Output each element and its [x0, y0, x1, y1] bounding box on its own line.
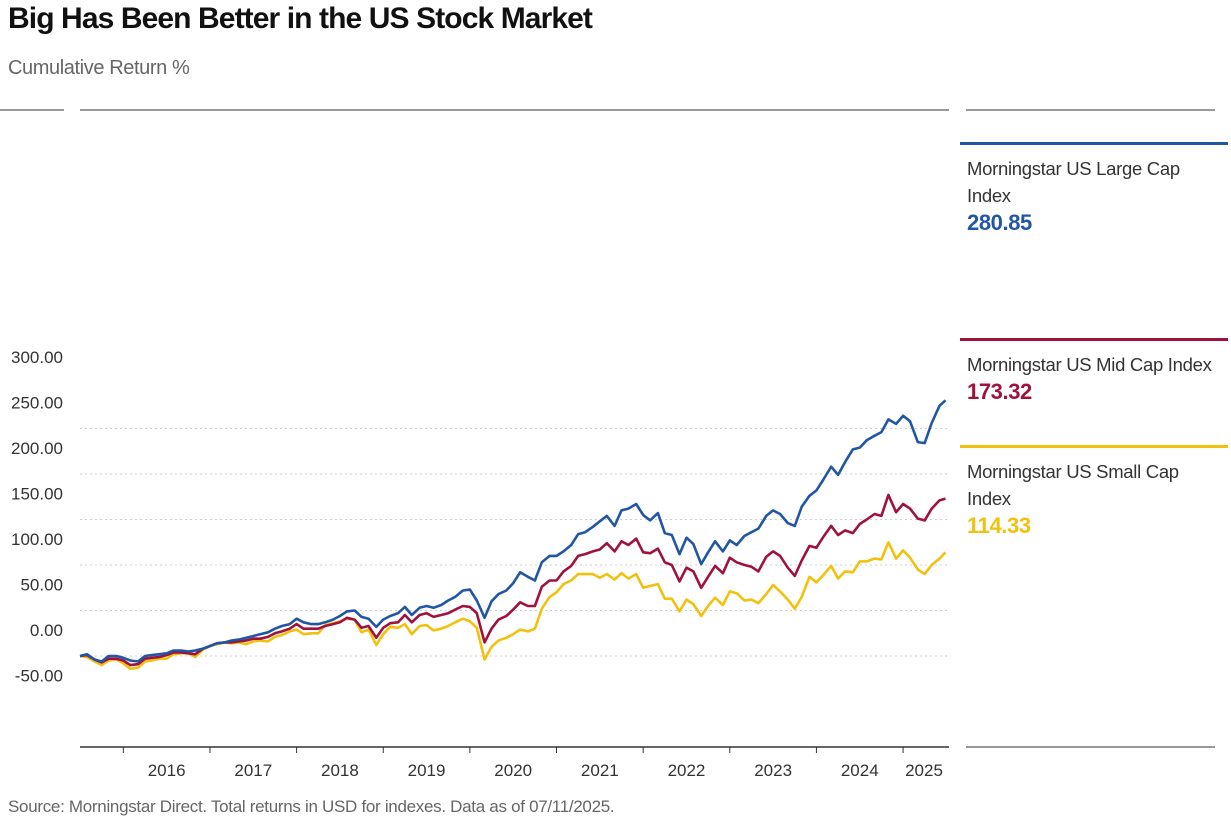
legend-small-cap: Morningstar US Small Cap Index 114.33: [960, 445, 1228, 540]
legend-mid-cap: Morningstar US Mid Cap Index 173.32: [960, 338, 1228, 406]
x-tick-label: 2022: [668, 761, 706, 780]
x-tick-label: 2021: [581, 761, 619, 780]
legend-large-cap-swatch: [960, 142, 1228, 145]
series-line-mid-cap: [79, 493, 946, 667]
y-tick-label: 100.00: [11, 530, 63, 549]
x-tick-label: 2017: [234, 761, 272, 780]
y-axis-ticks: 300.00 250.00 200.00 150.00 100.00 50.00 0.00 -…: [11, 348, 63, 686]
series-lines: [79, 399, 947, 670]
legend-large-cap-name: Morningstar US Large Cap Index: [967, 158, 1180, 206]
series-line-large-cap: [79, 399, 947, 663]
chart-subtitle: Cumulative Return %: [8, 57, 190, 79]
y-tick-label: 250.00: [11, 394, 63, 413]
legend-small-cap-name: Morningstar US Small Cap Index: [967, 461, 1179, 509]
y-tick-label: 300.00: [11, 348, 63, 367]
y-tick-label: -50.00: [15, 667, 63, 686]
series-line-small-cap: [79, 541, 947, 670]
source-note: Source: Morningstar Direct. Total return…: [8, 797, 615, 816]
legend-small-cap-swatch: [960, 445, 1228, 448]
x-tick-label: 2018: [321, 761, 359, 780]
chart-title: Big Has Been Better in the US Stock Mark…: [8, 2, 593, 35]
x-tick-label: 2019: [408, 761, 446, 780]
x-tick-label: 2016: [148, 761, 186, 780]
legend-mid-cap-swatch: [960, 338, 1228, 341]
legend-large-cap: Morningstar US Large Cap Index 280.85: [960, 142, 1228, 237]
x-tick-label: 2025: [905, 761, 943, 780]
y-tick-label: 0.00: [30, 621, 63, 640]
legend-mid-cap-value: 173.32: [967, 379, 1032, 404]
y-tick-label: 150.00: [11, 485, 63, 504]
legend-large-cap-value: 280.85: [967, 210, 1032, 235]
legend-mid-cap-name: Morningstar US Mid Cap Index: [967, 354, 1212, 375]
x-tick-label: 2024: [841, 761, 879, 780]
x-tick-label: 2020: [494, 761, 532, 780]
x-tick-label: 2023: [754, 761, 792, 780]
legend-small-cap-value: 114.33: [967, 513, 1031, 538]
y-tick-label: 200.00: [11, 439, 63, 458]
x-axis-ticks: 2016 2017 2018 2019 2020 2021 2022 2023 2024 2025: [122, 747, 943, 780]
y-tick-label: 50.00: [20, 576, 63, 595]
grid-lines: [0, 109, 1215, 748]
